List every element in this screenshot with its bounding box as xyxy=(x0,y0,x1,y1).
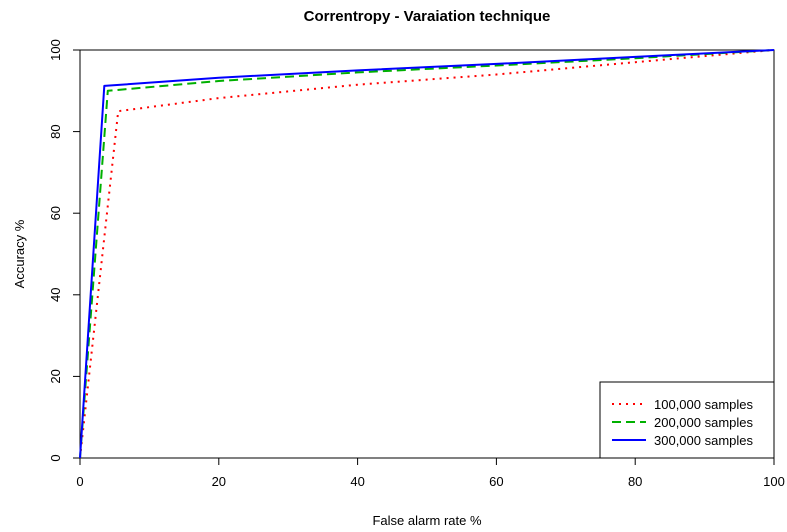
series-line-3 xyxy=(79,49,775,459)
series-lines xyxy=(79,49,775,459)
legend: 100,000 samples 200,000 samples 300,000 sa… xyxy=(599,381,775,459)
series-line-2 xyxy=(79,49,775,459)
x-tick-label: 60 xyxy=(489,474,503,489)
y-ticks: 0 20 40 60 80 100 xyxy=(48,39,80,462)
x-ticks: 0 20 40 60 80 100 xyxy=(76,458,785,489)
y-tick-label: 100 xyxy=(48,39,63,61)
legend-label: 200,000 samples xyxy=(654,415,754,430)
x-tick-label: 100 xyxy=(763,474,785,489)
legend-items: 100,000 samples 200,000 samples 300,000 sa… xyxy=(612,397,754,448)
x-axis-label: False alarm rate % xyxy=(372,513,482,528)
legend-label: 100,000 samples xyxy=(654,397,754,412)
legend-box xyxy=(599,381,775,459)
y-tick-label: 40 xyxy=(48,288,63,302)
chart-title: Correntropy - Varaiation technique xyxy=(304,8,551,25)
x-tick-label: 20 xyxy=(212,474,226,489)
series-line-1 xyxy=(79,49,775,459)
x-tick-label: 0 xyxy=(76,474,83,489)
legend-label: 300,000 samples xyxy=(654,433,754,448)
y-tick-label: 0 xyxy=(48,454,63,461)
x-tick-label: 40 xyxy=(350,474,364,489)
y-axis-label: Accuracy % xyxy=(12,219,27,288)
y-tick-label: 80 xyxy=(48,124,63,138)
y-tick-label: 60 xyxy=(48,206,63,220)
y-tick-label: 20 xyxy=(48,369,63,383)
x-tick-label: 80 xyxy=(628,474,642,489)
